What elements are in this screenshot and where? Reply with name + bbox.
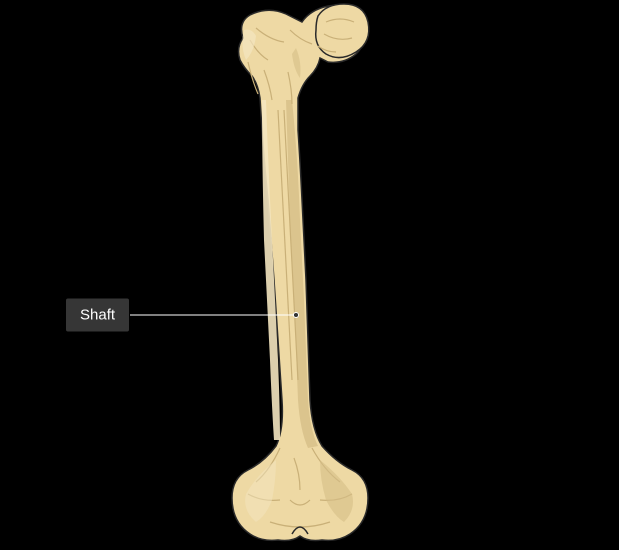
anatomy-diagram: Shaft [0, 0, 619, 550]
label-shaft: Shaft [66, 299, 129, 332]
label-text: Shaft [80, 307, 115, 324]
femur-bone [0, 0, 619, 550]
